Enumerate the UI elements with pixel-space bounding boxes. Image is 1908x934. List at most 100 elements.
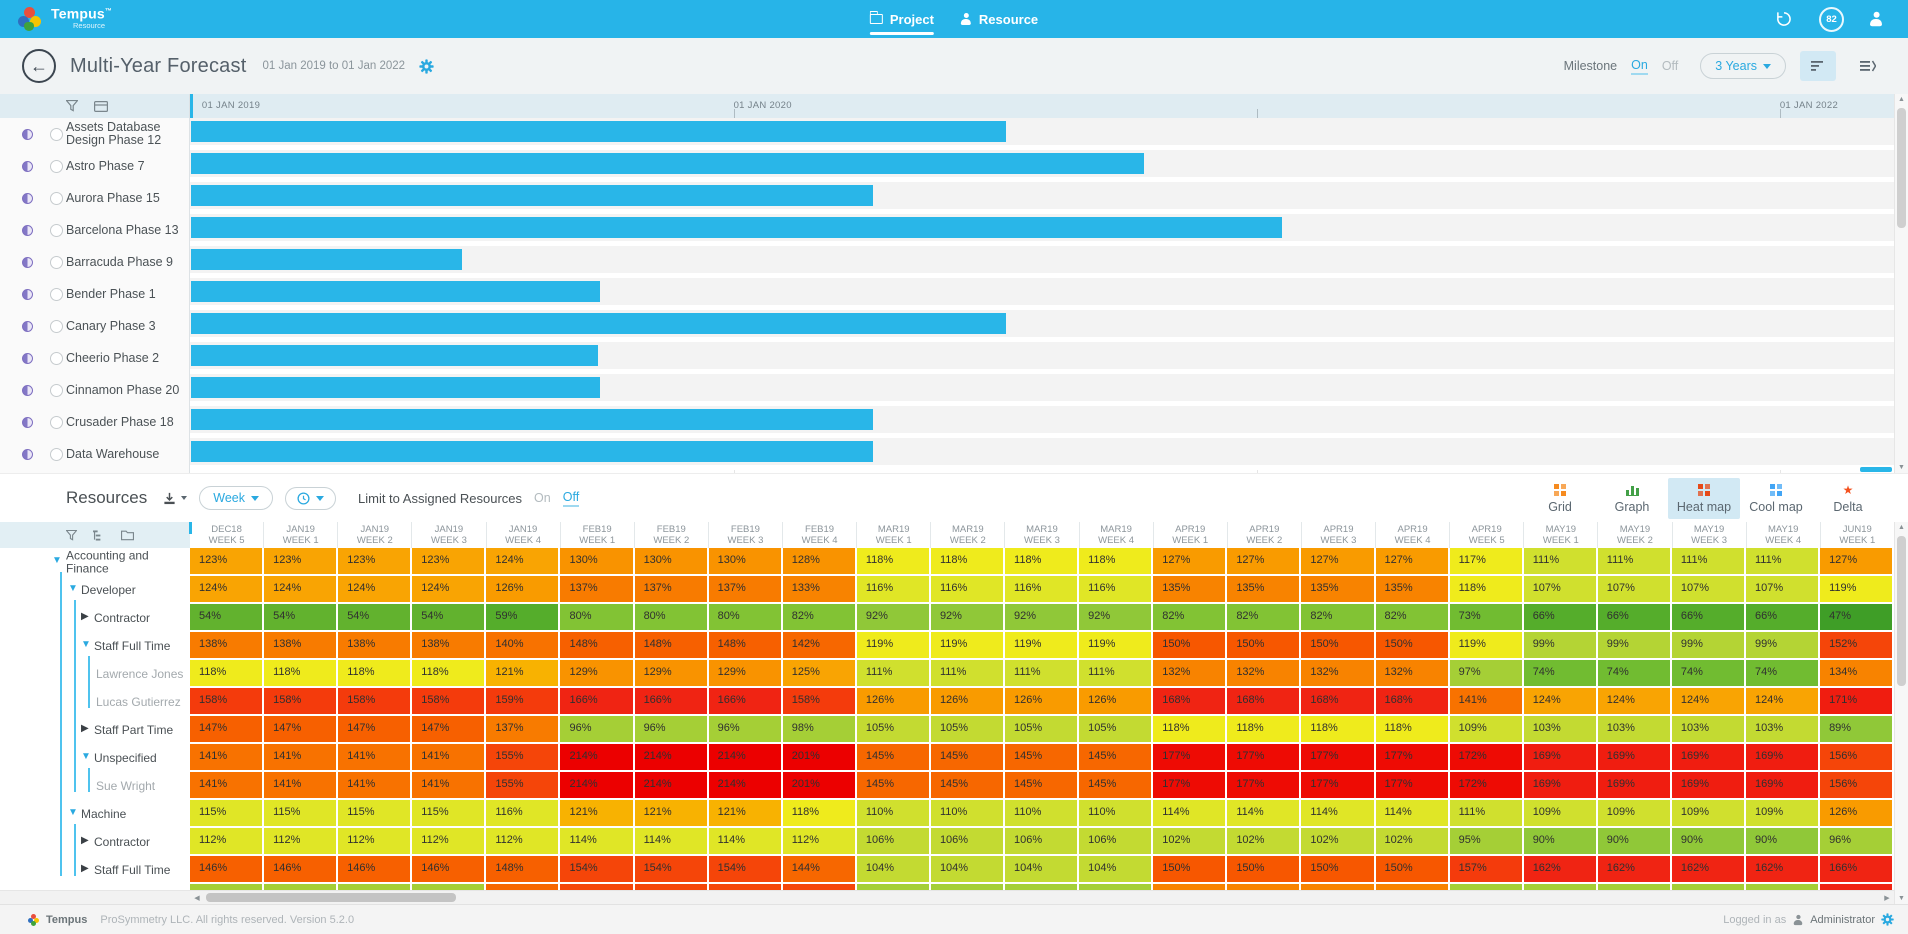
heat-cell[interactable]: 141% <box>190 744 265 772</box>
heat-cell[interactable]: 115% <box>264 800 339 828</box>
heat-cell[interactable]: 116% <box>486 800 561 828</box>
expand-caret-icon[interactable]: ▶ <box>81 863 89 874</box>
heat-cell[interactable]: 105% <box>856 716 931 744</box>
heat-cell[interactable]: 92% <box>1005 604 1080 632</box>
heat-cell[interactable]: 103% <box>1671 716 1746 744</box>
gantt-bar[interactable] <box>191 313 1006 334</box>
heat-cell[interactable]: 66% <box>1523 604 1598 632</box>
heatmap-horizontal-scrollbar[interactable]: ◀ ▶ <box>0 890 1894 904</box>
heat-cell[interactable]: 82% <box>1301 604 1376 632</box>
resource-name[interactable]: Machine <box>81 806 127 821</box>
heat-cell[interactable]: 214% <box>560 772 635 800</box>
heat-cell[interactable]: 112% <box>782 828 857 856</box>
folder-icon[interactable] <box>121 530 134 541</box>
heat-cell[interactable]: 127% <box>1227 548 1302 576</box>
heat-cell[interactable]: 130% <box>634 548 709 576</box>
resource-name[interactable]: Staff Part Time <box>94 722 174 737</box>
heat-cell[interactable]: 166% <box>1820 856 1894 884</box>
heat-cell[interactable]: 132% <box>1375 660 1450 688</box>
heat-cell[interactable]: 80% <box>634 604 709 632</box>
heat-cell[interactable]: 123% <box>190 548 265 576</box>
view-button-graph[interactable]: Graph <box>1596 478 1668 519</box>
heat-cell[interactable]: 154% <box>560 856 635 884</box>
heat-cell[interactable]: 148% <box>634 632 709 660</box>
heat-cell[interactable]: 147% <box>190 716 265 744</box>
heat-cell[interactable]: 177% <box>1153 744 1228 772</box>
heat-cell[interactable]: 146% <box>264 856 339 884</box>
heat-cell[interactable]: 146% <box>412 856 487 884</box>
heat-cell[interactable]: 147% <box>338 716 413 744</box>
heat-cell[interactable]: 99% <box>1671 632 1746 660</box>
heat-cell[interactable]: 214% <box>634 744 709 772</box>
heat-cell[interactable]: 150% <box>1301 632 1376 660</box>
heat-cell[interactable]: 114% <box>634 828 709 856</box>
view-button-grid[interactable]: Grid <box>1524 478 1596 519</box>
heat-cell[interactable]: 169% <box>1597 744 1672 772</box>
heat-cell[interactable]: 134% <box>1820 660 1894 688</box>
heat-cell[interactable]: 168% <box>1153 688 1228 716</box>
heat-cell[interactable]: 116% <box>856 576 931 604</box>
resource-name[interactable]: Developer <box>81 582 136 597</box>
heat-cell[interactable]: 118% <box>412 660 487 688</box>
heat-cell[interactable]: 145% <box>1005 744 1080 772</box>
heat-cell[interactable]: 152% <box>1820 632 1894 660</box>
heat-cell[interactable]: 141% <box>412 772 487 800</box>
sort-view-button[interactable] <box>1800 51 1836 81</box>
heat-cell[interactable]: 137% <box>560 576 635 604</box>
heat-cell[interactable]: 114% <box>560 828 635 856</box>
heat-cell[interactable]: 121% <box>486 660 561 688</box>
heat-cell[interactable]: 121% <box>634 800 709 828</box>
heat-cell[interactable]: 150% <box>1227 856 1302 884</box>
heat-cell[interactable]: 99% <box>1523 632 1598 660</box>
period-selector-button[interactable]: Week <box>199 486 273 510</box>
heat-cell[interactable]: 54% <box>190 604 265 632</box>
heat-cell[interactable]: 114% <box>1153 800 1228 828</box>
heat-cell[interactable]: 118% <box>1301 716 1376 744</box>
heat-cell[interactable]: 141% <box>190 772 265 800</box>
scroll-up-icon[interactable]: ▲ <box>1898 524 1905 531</box>
heat-cell[interactable]: 141% <box>264 772 339 800</box>
heat-cell[interactable]: 66% <box>1671 604 1746 632</box>
heatmap-vertical-scrollbar[interactable]: ▲ ▼ <box>1894 522 1908 904</box>
heat-cell[interactable]: 96% <box>708 716 783 744</box>
heat-cell[interactable]: 115% <box>190 800 265 828</box>
notification-count-badge[interactable]: 82 <box>1819 6 1844 32</box>
collapse-caret-icon[interactable]: ▼ <box>68 583 78 594</box>
heat-cell[interactable]: 148% <box>486 856 561 884</box>
heat-cell[interactable]: 126% <box>930 688 1006 716</box>
heat-cell[interactable]: 124% <box>486 548 561 576</box>
heat-cell[interactable]: 155% <box>486 744 561 772</box>
gantt-bar[interactable] <box>191 249 462 270</box>
heat-cell[interactable]: 112% <box>338 828 413 856</box>
gantt-bar[interactable] <box>191 153 1144 174</box>
heat-cell[interactable]: 118% <box>856 548 931 576</box>
heat-cell[interactable]: 109% <box>1523 800 1598 828</box>
heat-cell[interactable]: 147% <box>412 716 487 744</box>
heat-cell[interactable]: 97% <box>1449 660 1524 688</box>
heat-cell[interactable]: 110% <box>1079 800 1154 828</box>
heat-cell[interactable]: 103% <box>1745 716 1821 744</box>
heat-cell[interactable]: 115% <box>412 800 487 828</box>
view-button-cool-map[interactable]: Cool map <box>1740 478 1812 519</box>
filter-funnel-icon[interactable] <box>66 100 78 112</box>
heat-cell[interactable]: 121% <box>560 800 635 828</box>
heat-cell[interactable]: 135% <box>1227 576 1302 604</box>
scroll-right-icon[interactable]: ▶ <box>1884 894 1890 902</box>
hierarchy-list-icon[interactable] <box>93 529 105 541</box>
heat-cell[interactable]: 114% <box>708 828 783 856</box>
gantt-bar[interactable] <box>191 377 600 398</box>
heat-cell[interactable]: 132% <box>1301 660 1376 688</box>
heat-cell[interactable]: 138% <box>338 632 413 660</box>
heat-cell[interactable]: 117% <box>1449 548 1524 576</box>
heat-cell[interactable]: 127% <box>1301 548 1376 576</box>
heat-cell[interactable]: 92% <box>856 604 931 632</box>
heat-cell[interactable]: 145% <box>1079 772 1154 800</box>
time-options-button[interactable] <box>285 486 336 510</box>
heat-cell[interactable]: 95% <box>1449 828 1524 856</box>
heat-cell[interactable]: 119% <box>856 632 931 660</box>
heat-cell[interactable]: 102% <box>1227 828 1302 856</box>
heat-cell[interactable]: 145% <box>930 744 1006 772</box>
heat-cell[interactable]: 107% <box>1671 576 1746 604</box>
heat-cell[interactable]: 111% <box>1745 548 1821 576</box>
heat-cell[interactable]: 171% <box>1820 688 1894 716</box>
